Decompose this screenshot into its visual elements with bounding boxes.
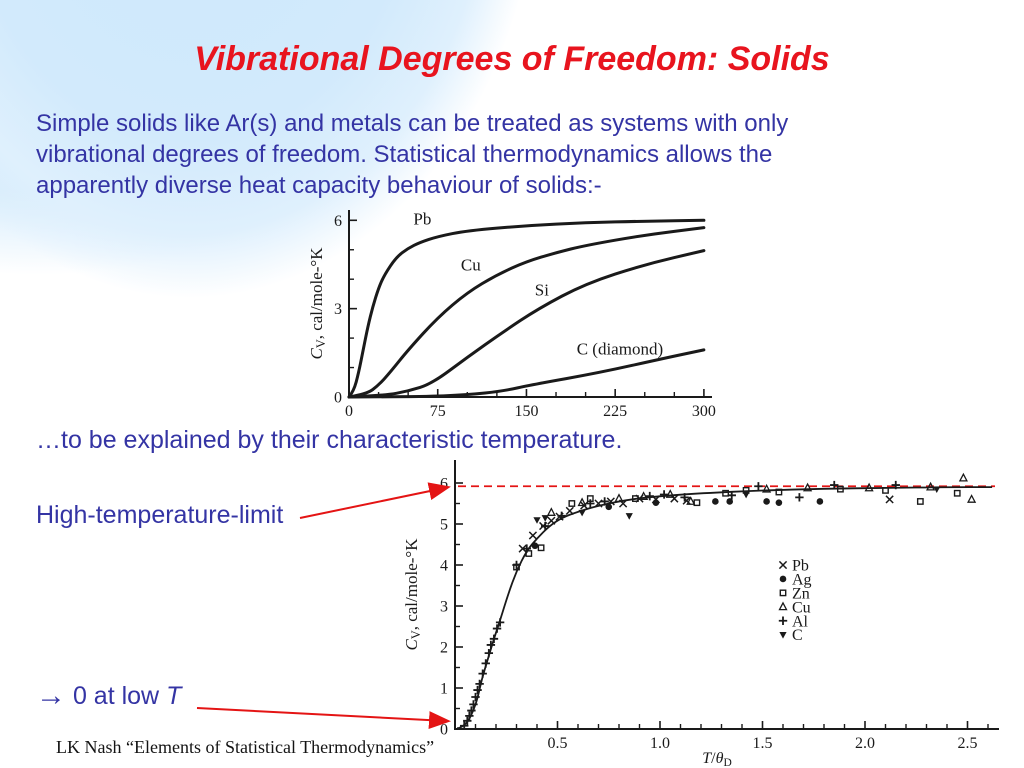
curve-Pb	[347, 218, 706, 399]
curve-C (diamond)	[347, 348, 706, 399]
zero-at-low-t-text: 0 at low	[66, 682, 167, 710]
curve-label: Si	[535, 280, 549, 299]
svg-text:2: 2	[440, 640, 448, 657]
legend-label: Ag	[792, 571, 812, 588]
svg-text:1.0: 1.0	[650, 735, 670, 752]
body-paragraph: Simple solids like Ar(s) and metals can …	[36, 108, 916, 201]
legend-label: C	[792, 627, 803, 644]
body-line-3: apparently diverse heat capacity behavio…	[36, 172, 602, 199]
svg-text:2.5: 2.5	[958, 735, 978, 752]
legend-label: Cu	[792, 599, 811, 616]
svg-text:0.5: 0.5	[548, 735, 568, 752]
citation-text: LK Nash “Elements of Statistical Thermod…	[56, 737, 435, 757]
body-line-1: Simple solids like Ar(s) and metals can …	[36, 110, 789, 137]
svg-text:225: 225	[603, 403, 627, 420]
svg-text:6: 6	[440, 476, 448, 493]
curve-label: C (diamond)	[577, 339, 663, 358]
zero-at-low-t-label: → 0 at low T	[36, 678, 181, 712]
svg-text:5: 5	[440, 517, 448, 534]
heat-capacity-vs-temperature-chart: 0 75 150 225 300 0 3 6 CV, cal/mole-°K Pb Cu Si C (d…	[307, 210, 716, 420]
debye-universal-curve-chart: 0.5 1.0 1.5 2.0 2.5 0 1 2 3 4 5 6 CV, cal/mole-°K T/θ…	[402, 460, 999, 768]
svg-text:75: 75	[430, 403, 446, 420]
svg-text:0: 0	[334, 390, 342, 407]
curve-Si	[347, 249, 706, 399]
scatter-series-Ag	[531, 498, 824, 550]
body-line-2: vibrational degrees of freedom. Statisti…	[36, 141, 773, 168]
legend-label: Pb	[792, 558, 809, 575]
slide-title: Vibrational Degrees of Freedom: Solids	[194, 40, 830, 78]
svg-text:0: 0	[345, 403, 353, 420]
scatter-series-Al	[460, 480, 900, 730]
legend-label: Zn	[792, 585, 810, 602]
characteristic-temperature-text: …to be explained by their characteristic…	[36, 426, 623, 454]
svg-text:300: 300	[692, 403, 716, 420]
svg-text:3: 3	[334, 301, 342, 318]
svg-text:150: 150	[514, 403, 538, 420]
scatter-series-Cu	[546, 472, 977, 516]
svg-text:1.5: 1.5	[753, 735, 773, 752]
scatter-series-Zn	[513, 485, 961, 571]
svg-text:3: 3	[440, 599, 448, 616]
svg-text:1: 1	[440, 681, 448, 698]
right-arrow-glyph: →	[36, 679, 66, 712]
svg-text:4: 4	[440, 558, 448, 575]
curve-label: Pb	[413, 210, 431, 229]
svg-text:CV, cal/mole-°K: CV, cal/mole-°K	[307, 247, 328, 360]
svg-text:T/θD: T/θD	[702, 750, 732, 768]
legend-label: Al	[792, 613, 809, 630]
curve-label: Cu	[461, 255, 481, 274]
svg-text:CV, cal/mole-°K: CV, cal/mole-°K	[402, 538, 423, 651]
high-temperature-limit-label: High-temperature-limit	[36, 501, 284, 529]
svg-text:0: 0	[440, 722, 448, 739]
axes	[348, 210, 712, 398]
svg-text:6: 6	[334, 213, 342, 230]
curve-Cu	[347, 226, 706, 399]
svg-text:2.0: 2.0	[855, 735, 875, 752]
scatter-series-C	[533, 486, 941, 524]
temperature-variable: T	[166, 682, 182, 710]
